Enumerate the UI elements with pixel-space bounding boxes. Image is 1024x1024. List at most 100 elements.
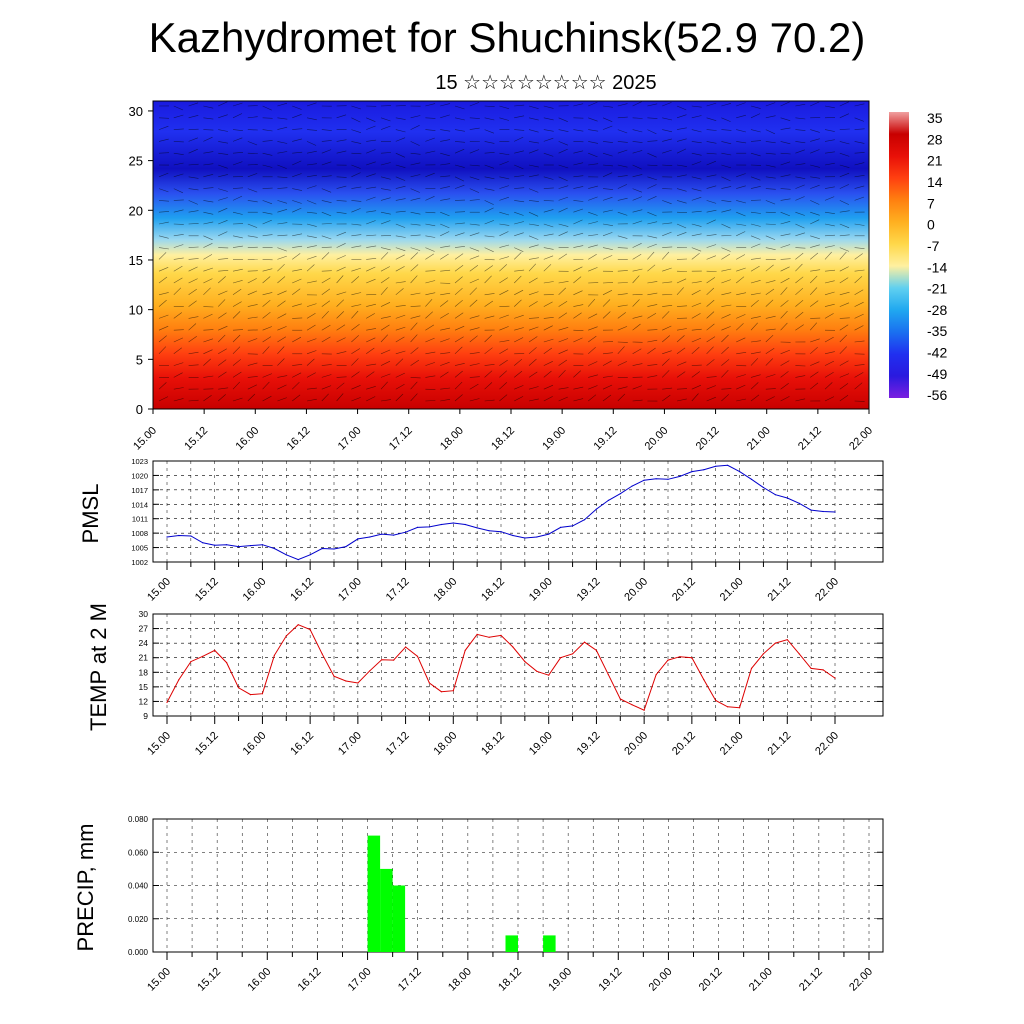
data-point	[750, 667, 753, 670]
x-tick-label: 18.00	[431, 576, 459, 604]
data-point	[572, 525, 574, 527]
data-point	[452, 690, 454, 692]
x-tick-label: 21.00	[718, 576, 746, 604]
data-point	[249, 694, 252, 696]
x-tick-label: 16.00	[245, 966, 273, 994]
heatmap-x-tick-label: 21.00	[745, 425, 773, 453]
x-tick-label: 18.12	[496, 966, 524, 994]
data-point	[357, 538, 359, 540]
y-tick-label: 1002	[131, 558, 148, 567]
x-tick-label: 18.00	[446, 966, 474, 994]
y-axis-title: PMSL	[78, 484, 103, 544]
data-point	[667, 478, 669, 480]
data-point	[512, 646, 514, 648]
data-point	[178, 679, 180, 681]
precip-bar	[543, 935, 556, 952]
data-point	[381, 533, 383, 535]
y-tick-label: 0.040	[128, 882, 149, 891]
y-tick-label: 1014	[131, 500, 148, 509]
data-point	[607, 674, 610, 676]
data-point	[822, 510, 824, 513]
x-tick-label: 21.12	[765, 576, 793, 604]
data-point	[750, 478, 753, 480]
wind-barbs	[158, 101, 865, 402]
colorbar-label: 7	[927, 195, 935, 211]
y-tick-label: 1017	[131, 486, 148, 495]
data-point	[774, 642, 777, 644]
data-point	[572, 653, 574, 655]
data-point	[762, 653, 765, 655]
y-tick-label: 0.080	[128, 815, 149, 824]
heatmap-y-tick-label: 25	[129, 154, 143, 169]
data-point	[655, 674, 657, 676]
y-tick-label: 1011	[132, 515, 148, 524]
heatmap-x-tick-label: 22.00	[847, 425, 875, 453]
panel-3	[152, 818, 884, 960]
heatmap-x-tick-label: 19.00	[540, 425, 568, 453]
data-point	[202, 655, 204, 657]
x-tick-label: 18.12	[479, 730, 507, 758]
precip-bar	[380, 868, 393, 952]
data-point	[560, 657, 562, 659]
data-point	[834, 511, 836, 513]
heatmap-x-tick-label: 17.12	[387, 425, 415, 453]
x-tick-label: 16.12	[288, 730, 316, 758]
data-point	[548, 674, 550, 676]
data-point	[285, 554, 287, 556]
heatmap-x-tick-label: 20.00	[643, 425, 671, 453]
data-point	[583, 519, 586, 521]
y-tick-label: 1023	[131, 457, 148, 466]
x-tick-label: 16.00	[241, 730, 269, 758]
x-tick-label: 15.00	[145, 576, 173, 604]
x-tick-label: 20.00	[622, 576, 650, 604]
data-point	[476, 633, 478, 636]
data-point	[393, 659, 395, 661]
data-point	[405, 646, 407, 648]
data-point	[190, 535, 192, 537]
precip-bar	[505, 935, 518, 952]
data-point	[273, 547, 275, 550]
data-point	[285, 635, 287, 637]
data-point	[774, 494, 777, 496]
data-point	[452, 522, 454, 524]
colorbar-label: 0	[927, 217, 935, 233]
x-tick-label: 21.12	[765, 730, 793, 758]
data-point	[369, 670, 371, 672]
x-tick-label: 19.00	[527, 576, 555, 604]
heatmap-y-tick-label: 15	[129, 253, 143, 268]
data-point	[727, 706, 729, 708]
y-tick-label: 30	[139, 609, 149, 619]
data-point	[500, 531, 502, 533]
data-point	[548, 533, 550, 535]
colorbar-label: 21	[927, 153, 943, 169]
data-point	[762, 486, 765, 489]
panel-frame	[152, 613, 884, 717]
heatmap-y-tick-label: 5	[136, 352, 143, 367]
heatmap-y-tick-label: 30	[129, 104, 143, 119]
x-tick-label: 17.00	[346, 966, 374, 994]
data-point	[595, 508, 598, 510]
colorbar	[889, 112, 909, 398]
x-tick-label: 17.00	[336, 730, 364, 758]
x-tick-label: 22.00	[813, 730, 841, 758]
data-point	[261, 544, 263, 546]
panel-2	[152, 613, 884, 724]
y-tick-label: 24	[139, 638, 149, 648]
data-point	[464, 523, 466, 526]
heatmap-x-tick-label: 20.12	[694, 425, 722, 453]
data-point	[643, 479, 645, 481]
data-point	[560, 526, 562, 529]
data-point	[583, 641, 586, 643]
data-point	[810, 509, 812, 511]
data-point	[715, 465, 717, 467]
x-tick-label: 19.00	[527, 730, 555, 758]
x-tick-label: 20.00	[622, 730, 650, 758]
data-point	[786, 639, 788, 641]
data-point	[333, 548, 335, 550]
heatmap-y-tick-label: 10	[129, 303, 143, 318]
x-tick-label: 18.00	[431, 730, 459, 758]
x-tick-label: 19.12	[596, 966, 624, 994]
data-point	[691, 471, 693, 473]
colorbar-label: 35	[927, 110, 943, 126]
y-tick-label: 1005	[131, 544, 148, 553]
